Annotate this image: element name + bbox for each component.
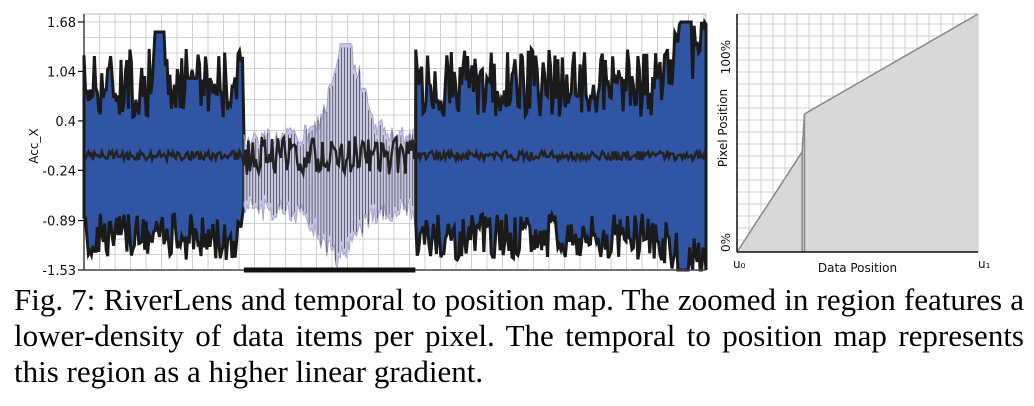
x-tick-label: u₁ bbox=[978, 257, 991, 271]
band-segment-left bbox=[82, 30, 246, 261]
y-axis-label: Pixel Position bbox=[716, 89, 730, 167]
y-tick-label: 1.68 bbox=[47, 16, 76, 31]
y-tick-label: 100% bbox=[719, 40, 733, 74]
riverlens-chart: 1.68 1.04 0.4 -0.24 -0.89 -1.53 Acc_X bbox=[27, 13, 708, 279]
y-axis-label: Acc_X bbox=[27, 128, 41, 163]
y-tick-label: 0% bbox=[719, 233, 733, 252]
mapping-area bbox=[737, 14, 978, 252]
figure-caption: Fig. 7: RiverLens and temporal to positi… bbox=[14, 282, 1024, 389]
y-tick-label: -1.53 bbox=[42, 264, 76, 279]
x-tick-label: u₀ bbox=[733, 257, 746, 271]
y-tick-label: -0.89 bbox=[42, 215, 76, 230]
y-tick-label: 1.04 bbox=[47, 65, 76, 80]
x-axis-label: Data Position bbox=[818, 261, 897, 275]
y-tick-label: -0.24 bbox=[42, 164, 76, 179]
y-tick-label: 0.4 bbox=[55, 115, 76, 130]
figure: 1.68 1.04 0.4 -0.24 -0.89 -1.53 Acc_X 0% 100% Pi… bbox=[27, 13, 991, 279]
mean-line bbox=[83, 133, 708, 179]
mapping-line bbox=[736, 13, 979, 253]
position-map-chart: 0% 100% Pixel Position u₀ u₁ Data Position bbox=[716, 13, 991, 275]
